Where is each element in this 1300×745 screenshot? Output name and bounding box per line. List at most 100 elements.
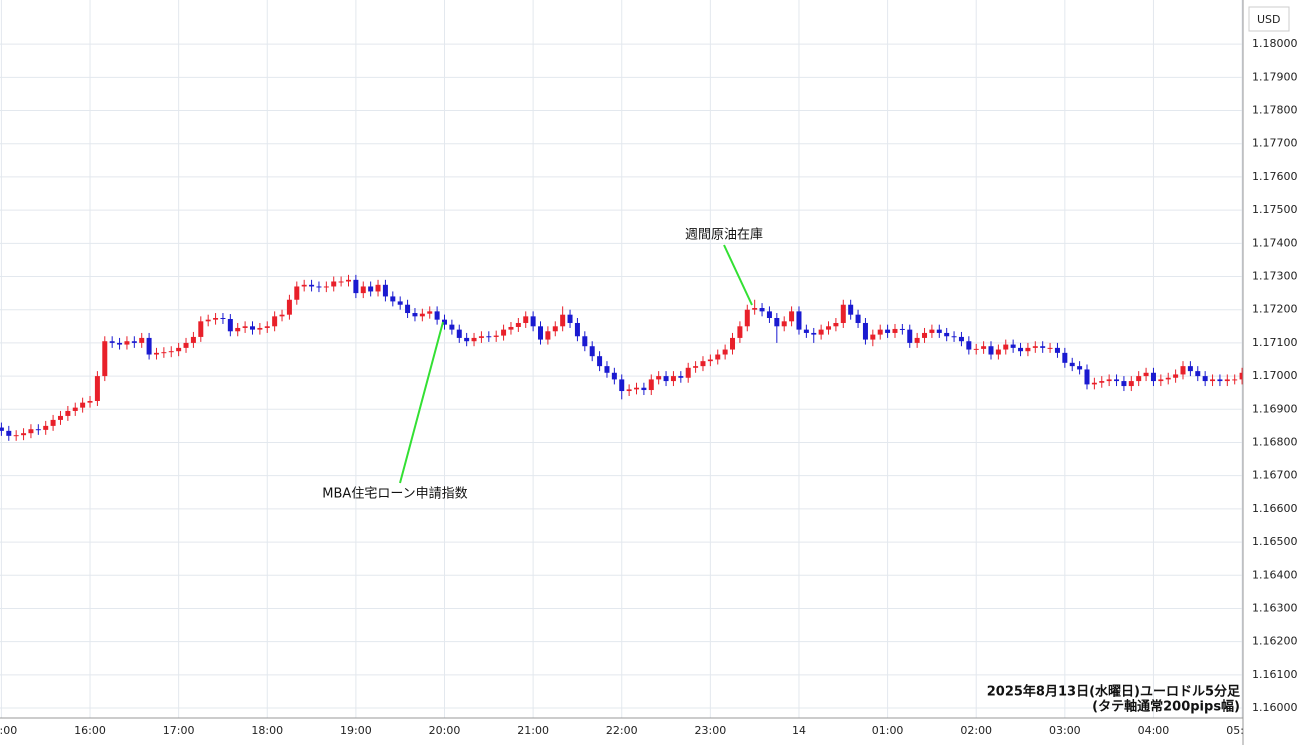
candle-body (515, 322, 521, 327)
candle-body (870, 334, 876, 340)
y-tick-label: 1.17900 (1252, 70, 1298, 83)
y-tick-label: 1.16600 (1252, 502, 1298, 515)
candle-body (87, 400, 93, 403)
y-tick-label: 1.16000 (1252, 701, 1298, 714)
candle-body (744, 309, 750, 327)
candle-body (43, 425, 49, 430)
x-tick-label: 16:00 (74, 724, 106, 737)
candle-body (582, 336, 588, 347)
candle-body (877, 329, 883, 335)
candle-body (833, 322, 839, 327)
x-tick-label: 22:00 (606, 724, 638, 737)
candle-body (700, 361, 706, 367)
candle-body (545, 331, 551, 340)
candle-body (360, 286, 366, 294)
candle-body (1062, 352, 1068, 363)
candle-body (220, 318, 226, 320)
grid (0, 0, 1243, 718)
candle-body (478, 336, 484, 338)
candle-body (316, 286, 322, 288)
candle-body (855, 314, 861, 323)
candle-body (988, 346, 994, 355)
candle-body (309, 284, 315, 287)
candle-body (781, 321, 787, 327)
candle-body (818, 329, 824, 335)
candle-body (1202, 376, 1208, 382)
y-tick-label: 1.16200 (1252, 635, 1298, 648)
candle-body (242, 326, 248, 328)
x-tick-label: 05:00 (1226, 724, 1258, 737)
candle-body (264, 326, 270, 328)
candle-body (80, 402, 86, 408)
annotation-line (399, 321, 444, 484)
candle-body (493, 335, 499, 337)
candle-body (272, 316, 278, 327)
candle-body (848, 304, 854, 315)
candle-body (375, 284, 381, 292)
y-tick-label: 1.16400 (1252, 568, 1298, 581)
candle-body (213, 318, 219, 320)
candle-body (892, 328, 898, 333)
candle-body (1165, 377, 1171, 380)
candle-body (670, 376, 676, 382)
candle-body (966, 341, 972, 350)
candle-body (752, 308, 758, 310)
candle-body (161, 352, 167, 354)
candle-body (619, 379, 625, 392)
candle-body (345, 279, 351, 282)
y-tick-label: 1.16500 (1252, 535, 1298, 548)
candle-body (13, 435, 19, 437)
x-tick-label: 03:00 (1049, 724, 1081, 737)
candle-body (1003, 344, 1009, 350)
y-tick-label: 1.17100 (1252, 336, 1298, 349)
candle-body (707, 359, 713, 362)
candle-body (153, 352, 159, 355)
annotation-label: 週間原油在庫 (685, 228, 763, 243)
candle-body (1099, 381, 1105, 383)
candle-body (1040, 346, 1046, 348)
candle-body (353, 279, 359, 294)
y-tick-label: 1.16100 (1252, 668, 1298, 681)
candle-body (72, 407, 78, 411)
candle-body (1158, 379, 1164, 382)
candle-body (1018, 347, 1024, 352)
candle-body (789, 311, 795, 322)
candle-body (944, 332, 950, 337)
candle-body (936, 329, 942, 333)
candle-body (28, 429, 34, 434)
candle-body (94, 376, 100, 401)
candle-body (826, 326, 832, 330)
candle-body (21, 433, 27, 436)
candle-body (249, 326, 255, 330)
candle-body (1195, 371, 1201, 377)
candle-body (1084, 369, 1090, 385)
candle-body (301, 284, 307, 287)
candle-body (235, 327, 241, 332)
y-tick-label: 1.17500 (1252, 203, 1298, 216)
candle-body (412, 313, 418, 317)
candle-body (294, 286, 300, 300)
candle-body (685, 367, 691, 378)
candle-body (914, 337, 920, 343)
y-tick-label: 1.17000 (1252, 369, 1298, 382)
candle-body (693, 366, 699, 368)
candle-body (981, 346, 987, 349)
y-tick-label: 1.17700 (1252, 137, 1298, 150)
candle-body (1173, 374, 1179, 378)
y-tick-label: 1.16900 (1252, 402, 1298, 415)
candle-body (257, 327, 263, 330)
candle-body (442, 319, 447, 325)
y-tick-label: 1.17200 (1252, 303, 1298, 316)
candle-body (973, 348, 979, 350)
candle-body (862, 322, 868, 340)
candle-body (0, 427, 4, 431)
candle-body (538, 326, 544, 340)
x-tick-label: 02:00 (960, 724, 992, 737)
x-tick-label: 23:00 (695, 724, 727, 737)
candle-body (279, 314, 285, 317)
candle-body (434, 311, 440, 320)
x-tick-label: 18:00 (251, 724, 283, 737)
candle-body (427, 311, 433, 314)
